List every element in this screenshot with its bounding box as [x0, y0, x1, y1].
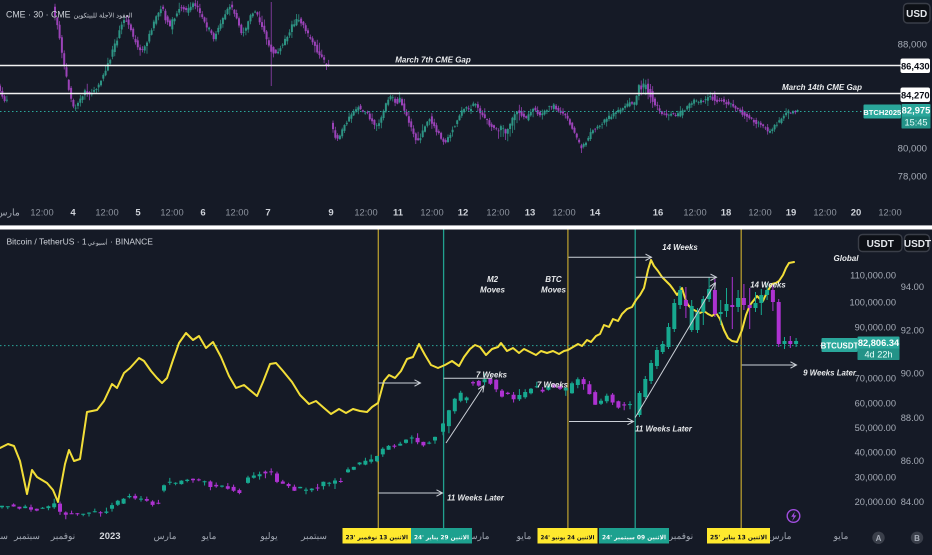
svg-text:Moves: Moves — [541, 286, 566, 295]
svg-text:12:00: 12:00 — [420, 208, 443, 218]
svg-text:18: 18 — [721, 208, 732, 219]
svg-text:2023: 2023 — [99, 531, 120, 542]
svg-text:12:00: 12:00 — [30, 208, 53, 218]
svg-text:12:00: 12:00 — [878, 208, 901, 218]
svg-text:12:00: 12:00 — [486, 208, 509, 218]
svg-text:5: 5 — [135, 208, 141, 219]
svg-text:90,000.00: 90,000.00 — [855, 323, 896, 333]
svg-text:100,000.00: 100,000.00 — [849, 298, 896, 308]
svg-text:14 Weeks: 14 Weeks — [750, 281, 786, 290]
svg-text:94.00: 94.00 — [901, 282, 924, 292]
svg-text:30,000.00: 30,000.00 — [855, 473, 896, 483]
svg-text:· BINANCE: · BINANCE — [110, 237, 153, 247]
svg-text:Bitcoin / TetherUS · 1: Bitcoin / TetherUS · 1 — [7, 237, 87, 247]
svg-text:BTC: BTC — [545, 275, 562, 284]
svg-text:4d 22h: 4d 22h — [864, 350, 892, 360]
svg-text:7: 7 — [265, 208, 270, 219]
svg-text:20,000.00: 20,000.00 — [855, 497, 896, 507]
svg-text:50,000.00: 50,000.00 — [855, 423, 896, 433]
svg-text:Global: Global — [834, 254, 860, 263]
svg-text:78,000: 78,000 — [898, 172, 927, 183]
svg-text:USD: USD — [906, 9, 927, 20]
svg-text:92.00: 92.00 — [901, 326, 924, 336]
svg-text:9 Weeks Later: 9 Weeks Later — [803, 369, 857, 378]
svg-text:Moves: Moves — [480, 286, 505, 295]
svg-text:6: 6 — [200, 208, 205, 219]
svg-text:60,000.00: 60,000.00 — [855, 399, 896, 409]
svg-text:13: 13 — [525, 208, 536, 219]
svg-text:12:00: 12:00 — [683, 208, 706, 218]
svg-text:M2: M2 — [487, 275, 499, 284]
svg-text:88.00: 88.00 — [901, 413, 924, 423]
svg-text:12: 12 — [458, 208, 469, 219]
svg-text:BTCH2025: BTCH2025 — [863, 108, 902, 117]
svg-text:March 7th CME Gap: March 7th CME Gap — [395, 56, 471, 65]
svg-text:11 Weeks Later: 11 Weeks Later — [635, 425, 693, 434]
svg-text:110,000.00: 110,000.00 — [850, 271, 896, 281]
svg-text:70,000.00: 70,000.00 — [855, 374, 896, 384]
svg-text:USDT: USDT — [867, 239, 894, 250]
svg-text:40,000.00: 40,000.00 — [855, 448, 896, 458]
svg-text:80,000: 80,000 — [898, 144, 927, 155]
svg-text:86,430: 86,430 — [901, 61, 930, 72]
svg-text:BTCUSDT: BTCUSDT — [821, 342, 859, 351]
svg-text:12:00: 12:00 — [748, 208, 771, 218]
svg-text:9: 9 — [328, 208, 333, 219]
svg-text:19: 19 — [786, 208, 797, 219]
svg-text:82,806.34: 82,806.34 — [858, 338, 900, 348]
svg-text:March 14th CME Gap: March 14th CME Gap — [782, 83, 862, 92]
svg-text:15:45: 15:45 — [905, 118, 928, 128]
svg-text:4: 4 — [70, 208, 76, 219]
svg-text:12:00: 12:00 — [552, 208, 575, 218]
svg-text:12:00: 12:00 — [160, 208, 183, 218]
svg-text:12:00: 12:00 — [225, 208, 248, 218]
svg-text:A: A — [876, 534, 882, 543]
svg-text:16: 16 — [653, 208, 664, 219]
svg-text:11 Weeks Later: 11 Weeks Later — [447, 494, 505, 503]
svg-text:84,270: 84,270 — [901, 90, 930, 101]
svg-text:B: B — [914, 534, 920, 543]
svg-text:12:00: 12:00 — [354, 208, 377, 218]
svg-text:88,000: 88,000 — [898, 40, 927, 51]
svg-text:12:00: 12:00 — [813, 208, 836, 218]
svg-text:84.00: 84.00 — [901, 497, 924, 507]
svg-text:7 Weeks: 7 Weeks — [476, 371, 508, 380]
svg-text:82,975: 82,975 — [902, 105, 931, 116]
svg-text:CME · 30 · CME: CME · 30 · CME — [6, 10, 71, 20]
svg-text:14 Weeks: 14 Weeks — [662, 243, 698, 252]
svg-text:11: 11 — [393, 208, 404, 219]
svg-text:7 Weeks: 7 Weeks — [537, 381, 569, 390]
svg-text:90.00: 90.00 — [901, 369, 924, 379]
svg-text:USDT: USDT — [904, 239, 931, 250]
svg-text:12:00: 12:00 — [95, 208, 118, 218]
svg-text:20: 20 — [851, 208, 862, 219]
svg-text:14: 14 — [590, 208, 601, 219]
svg-text:86.00: 86.00 — [901, 456, 924, 466]
